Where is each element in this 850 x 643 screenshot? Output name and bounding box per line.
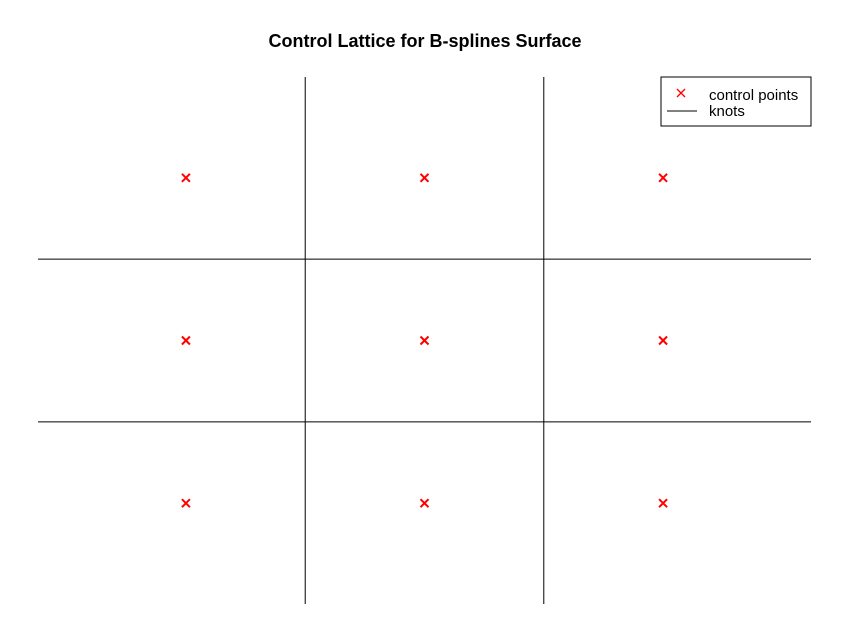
control-point-8: [419, 173, 430, 183]
legend-label-knots: knots: [709, 103, 745, 120]
control-point-8-stroke-b: [419, 173, 430, 183]
control-point-9-stroke-b: [658, 173, 668, 183]
control-point-1: [181, 498, 191, 508]
control-point-4: [181, 335, 191, 346]
control-point-6: [658, 335, 668, 346]
control-point-4-stroke-b: [181, 335, 191, 346]
control-point-5: [419, 335, 430, 346]
legend: control points knots: [660, 76, 812, 127]
control-point-6-stroke-b: [658, 335, 668, 346]
chart-title: Control Lattice for B-splines Surface: [268, 31, 581, 51]
control-point-1-stroke-b: [181, 498, 191, 508]
control-point-3-stroke-b: [658, 498, 668, 508]
control-point-7-stroke-b: [181, 173, 191, 183]
control-point-2: [419, 498, 430, 508]
control-points-group: [181, 173, 668, 508]
knot-lines-group: [38, 77, 811, 604]
control-point-5-stroke-b: [419, 335, 430, 346]
legend-control-points-marker: [676, 88, 686, 98]
legend-label-control-points: control points: [709, 87, 798, 104]
control-point-2-stroke-b: [419, 498, 430, 508]
control-point-9: [658, 173, 668, 183]
control-point-3: [658, 498, 668, 508]
legend-marker-stroke-b: [676, 88, 686, 98]
legend-box: [660, 76, 812, 127]
control-point-7: [181, 173, 191, 183]
